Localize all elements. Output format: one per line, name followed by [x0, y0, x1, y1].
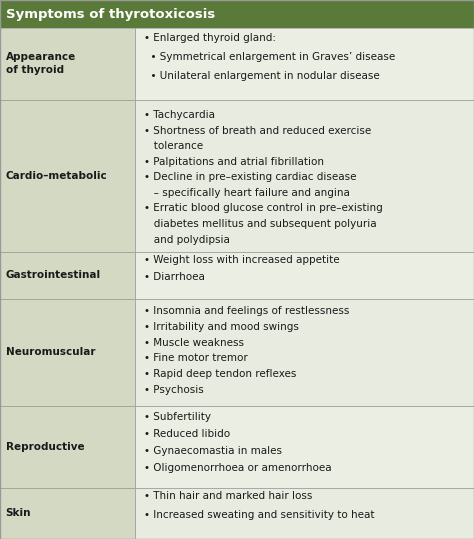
FancyBboxPatch shape [0, 299, 135, 406]
FancyBboxPatch shape [135, 406, 474, 488]
Text: Skin: Skin [6, 508, 31, 519]
Text: • Subfertility: • Subfertility [144, 412, 210, 421]
Text: Neuromuscular: Neuromuscular [6, 347, 95, 357]
Text: Gastrointestinal: Gastrointestinal [6, 270, 101, 280]
Text: diabetes mellitus and subsequent polyuria: diabetes mellitus and subsequent polyuri… [144, 219, 376, 229]
Text: Cardio–metabolic: Cardio–metabolic [6, 171, 108, 181]
Text: • Rapid deep tendon reflexes: • Rapid deep tendon reflexes [144, 369, 296, 379]
FancyBboxPatch shape [135, 100, 474, 252]
Text: and polydipsia: and polydipsia [144, 234, 229, 245]
Text: • Thin hair and marked hair loss: • Thin hair and marked hair loss [144, 492, 312, 501]
Text: Appearance
of thyroid: Appearance of thyroid [6, 52, 76, 75]
Text: • Psychosis: • Psychosis [144, 385, 203, 395]
Text: tolerance: tolerance [144, 141, 203, 151]
FancyBboxPatch shape [0, 252, 135, 299]
Text: • Diarrhoea: • Diarrhoea [144, 272, 204, 282]
Text: • Fine motor tremor: • Fine motor tremor [144, 354, 247, 363]
Text: • Unilateral enlargement in nodular disease: • Unilateral enlargement in nodular dise… [144, 71, 379, 81]
FancyBboxPatch shape [135, 252, 474, 299]
FancyBboxPatch shape [0, 100, 135, 252]
Text: • Enlarged thyroid gland:: • Enlarged thyroid gland: [144, 33, 275, 43]
Text: • Decline in pre–existing cardiac disease: • Decline in pre–existing cardiac diseas… [144, 172, 356, 182]
Text: • Muscle weakness: • Muscle weakness [144, 337, 244, 348]
Text: • Gynaecomastia in males: • Gynaecomastia in males [144, 446, 282, 456]
FancyBboxPatch shape [135, 299, 474, 406]
Text: Symptoms of thyrotoxicosis: Symptoms of thyrotoxicosis [6, 8, 215, 20]
Text: • Symmetrical enlargement in Graves’ disease: • Symmetrical enlargement in Graves’ dis… [144, 52, 395, 62]
Text: • Insomnia and feelings of restlessness: • Insomnia and feelings of restlessness [144, 306, 349, 316]
Text: • Palpitations and atrial fibrillation: • Palpitations and atrial fibrillation [144, 157, 324, 167]
FancyBboxPatch shape [0, 0, 474, 28]
Text: – specifically heart failure and angina: – specifically heart failure and angina [144, 188, 349, 198]
Text: • Shortness of breath and reduced exercise: • Shortness of breath and reduced exerci… [144, 126, 371, 136]
FancyBboxPatch shape [0, 28, 135, 100]
Text: • Irritability and mood swings: • Irritability and mood swings [144, 322, 299, 332]
FancyBboxPatch shape [0, 406, 135, 488]
FancyBboxPatch shape [135, 28, 474, 100]
Text: • Oligomenorrhoea or amenorrhoea: • Oligomenorrhoea or amenorrhoea [144, 463, 331, 473]
Text: • Increased sweating and sensitivity to heat: • Increased sweating and sensitivity to … [144, 510, 374, 520]
FancyBboxPatch shape [135, 488, 474, 539]
Text: • Weight loss with increased appetite: • Weight loss with increased appetite [144, 255, 339, 265]
Text: Reproductive: Reproductive [6, 442, 84, 452]
Text: • Tachycardia: • Tachycardia [144, 110, 215, 120]
FancyBboxPatch shape [0, 488, 135, 539]
Text: • Reduced libido: • Reduced libido [144, 429, 230, 439]
Text: • Erratic blood glucose control in pre–existing: • Erratic blood glucose control in pre–e… [144, 204, 383, 213]
